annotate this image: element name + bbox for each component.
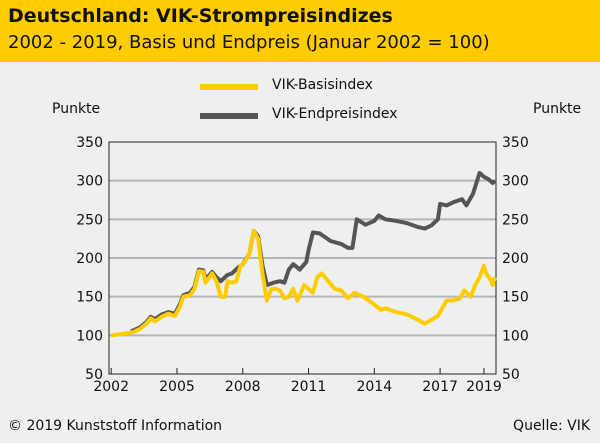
- x-tick-label: 2008: [225, 379, 261, 395]
- legend-label-basis: VIK-Basisindex: [272, 77, 373, 93]
- y-tick-label-right: 50: [502, 367, 520, 383]
- source: Quelle: VIK: [513, 418, 590, 434]
- series-line-endpreis: [130, 170, 497, 334]
- x-tick-label: 2002: [93, 379, 129, 395]
- x-tick-label: 2005: [159, 379, 195, 395]
- y-tick-label-left: 100: [76, 328, 103, 344]
- chart-title: Deutschland: VIK-Strompreisindizes: [8, 5, 393, 27]
- y-axis-label-right: Punkte: [533, 101, 582, 117]
- x-tick-label: 2014: [356, 379, 392, 395]
- y-axis-label-left: Punkte: [52, 101, 101, 117]
- y-tick-label-left: 300: [76, 174, 103, 190]
- legend-swatch-basis: [200, 84, 258, 90]
- y-tick-label-left: 150: [76, 290, 103, 306]
- legend-swatch-end: [200, 113, 258, 119]
- x-tick-label: 2017: [422, 379, 458, 395]
- legend-label-end: VIK-Endpreisindex: [272, 106, 398, 122]
- series-line-basis: [110, 228, 497, 338]
- y-tick-label-left: 200: [76, 251, 103, 267]
- y-tick-label-left: 50: [85, 367, 103, 383]
- chart-subtitle: 2002 - 2019, Basis und Endpreis (Januar …: [8, 32, 490, 53]
- y-tick-label-right: 250: [502, 212, 529, 228]
- y-tick-label-right: 150: [502, 290, 529, 306]
- x-tick-label: 2011: [291, 379, 327, 395]
- y-tick-label-right: 200: [502, 251, 529, 267]
- y-tick-label-right: 350: [502, 135, 529, 151]
- y-tick-label-left: 250: [76, 212, 103, 228]
- x-tick-label: 2019: [466, 379, 502, 395]
- y-tick-label-left: 350: [76, 135, 103, 151]
- y-tick-label-right: 100: [502, 328, 529, 344]
- title-band: Deutschland: VIK-Strompreisindizes 2002 …: [0, 0, 600, 62]
- copyright: © 2019 Kunststoff Information: [8, 418, 223, 434]
- plot-frame: [108, 141, 497, 375]
- y-tick-label-right: 300: [502, 174, 529, 190]
